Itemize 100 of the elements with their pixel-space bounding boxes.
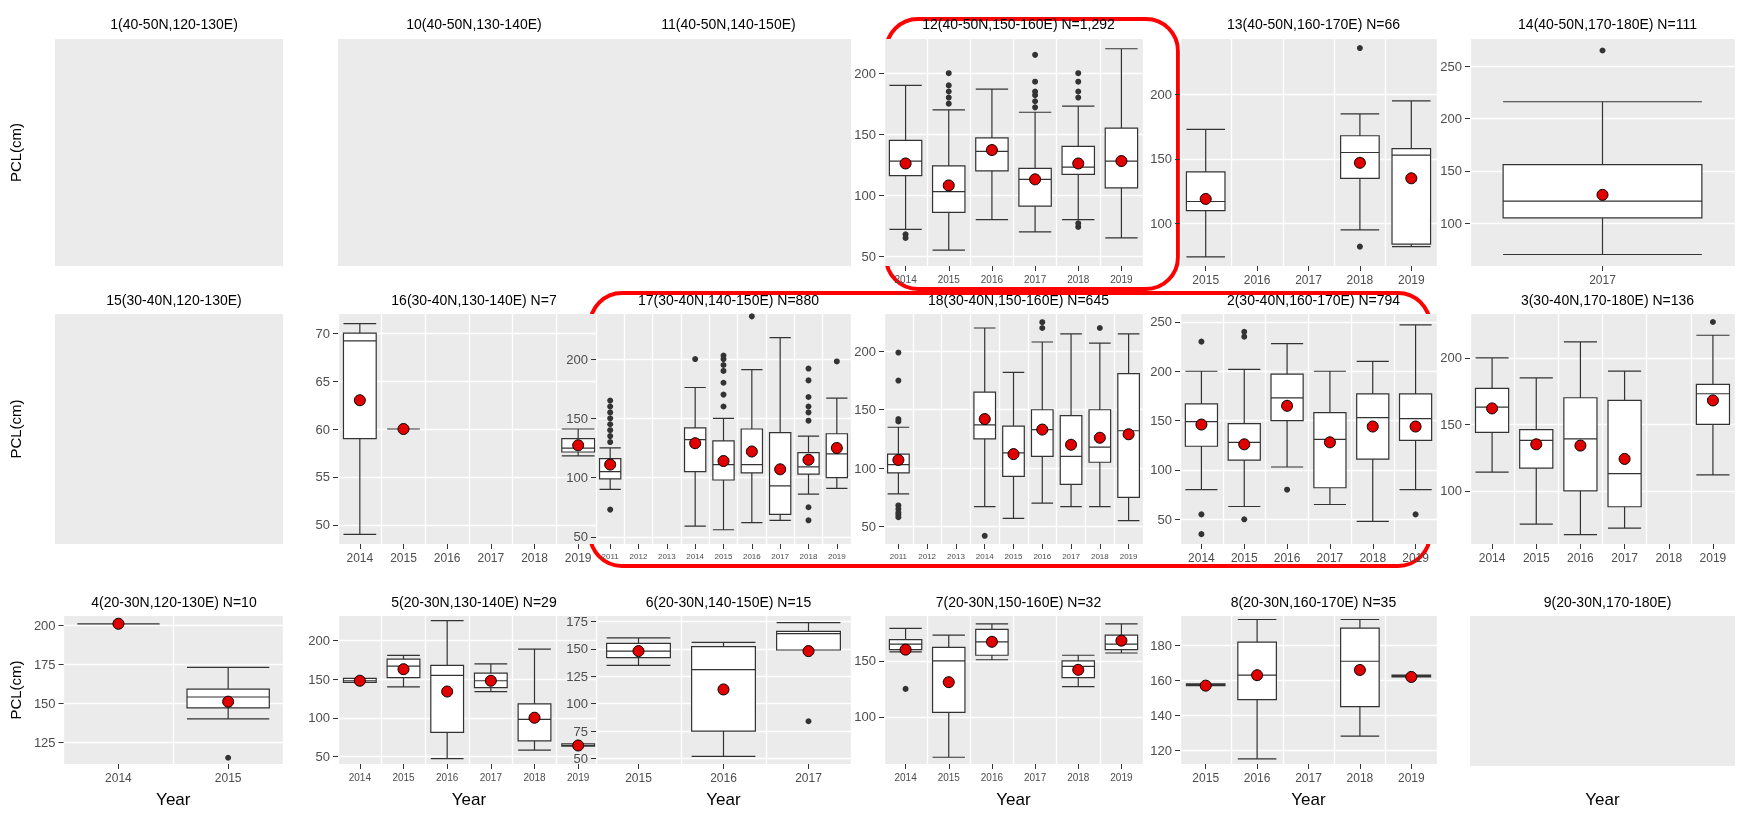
y-tick-label: 50 [861, 248, 876, 264]
x-tick-label: 2019 [567, 771, 590, 783]
x-tick-label: 2018 [1346, 273, 1374, 287]
chart-title: 13(40-50N,160-170E) N=66 [1226, 16, 1401, 32]
x-tick-label: 2018 [523, 771, 547, 783]
x-tick-label: 2016 [1273, 551, 1301, 565]
y-tick-label: 150 [566, 410, 588, 426]
y-tick-label: 200 [1440, 111, 1462, 126]
x-tick-label: 2019 [1397, 273, 1425, 287]
x-tick-label: 2018 [1346, 771, 1374, 785]
x-tick-label: 2015 [937, 771, 961, 783]
y-tick-label: 100 [1440, 215, 1462, 231]
x-tick-label: 2011 [601, 551, 620, 561]
y-tick-label: 100 [854, 460, 876, 476]
x-tick-label: 2015 [1192, 273, 1220, 287]
text: Year [1585, 790, 1621, 809]
y-tick-label: 250 [1440, 58, 1462, 74]
x-tick-label: 2017 [1295, 771, 1323, 785]
x-tick-label: 2016 [436, 771, 459, 783]
y-tick-label: 50 [315, 517, 330, 533]
chart-title: 12(40-50N,150-160E) N=1,292 [922, 16, 1116, 32]
x-tick-label: 2015 [625, 771, 653, 785]
x-tick-label: 2018 [521, 551, 549, 565]
x-tick-label: 2012 [629, 551, 648, 561]
y-tick-label: 100 [1150, 215, 1172, 231]
x-tick-label: 2016 [1567, 551, 1595, 565]
x-tick-label: 2019 [1110, 771, 1133, 783]
y-tick-label: 200 [566, 351, 588, 367]
y-tick-label: 150 [854, 402, 876, 418]
chart-title: 16(30-40N,130-140E) N=7 [391, 292, 557, 308]
chart-title: 5(20-30N,130-140E) N=29 [391, 594, 557, 610]
x-tick-label: 2012 [918, 551, 937, 561]
x-tick-label: 2019 [1110, 273, 1133, 285]
x-axis-title: Year [996, 790, 1032, 809]
x-tick-label: 2017 [1023, 771, 1047, 783]
chart-title: 4(20-30N,120-130E) N=10 [91, 594, 257, 610]
x-tick-label: 2016 [710, 771, 738, 785]
y-tick-label: 150 [1150, 413, 1172, 429]
y-tick-label: 50 [573, 751, 588, 767]
x-tick-label: 2014 [1188, 551, 1216, 565]
x-tick-label: 2018 [1359, 551, 1387, 565]
y-tick-label: 150 [854, 126, 876, 142]
x-axis-title: Year [451, 790, 487, 809]
y-tick-label: 150 [566, 641, 588, 657]
text: 15(30-40N,120-130E) [106, 292, 242, 308]
y-tick-label: 50 [573, 529, 588, 545]
x-axis-title: Year [156, 790, 191, 809]
x-tick-label: 2018 [799, 551, 818, 561]
x-tick-label: 2013 [657, 551, 677, 561]
y-tick-label: 100 [566, 696, 588, 712]
x-tick-label: 2015 [390, 551, 418, 565]
text: 9(20-30N,170-180E) [1543, 594, 1672, 610]
y-tick-label: 150 [854, 653, 876, 669]
x-tick-label: 2017 [1023, 273, 1047, 285]
y-tick-label: 55 [315, 469, 330, 485]
y-tick-label: 150 [308, 671, 330, 687]
y-tick-label: 100 [308, 710, 330, 726]
y-tick-label: 100 [1440, 483, 1462, 499]
x-axis-title: Year [1291, 790, 1327, 809]
x-tick-label: 2014 [346, 551, 374, 565]
x-tick-label: 2017 [479, 771, 503, 783]
chart-title: 6(20-30N,140-150E) N=15 [645, 594, 812, 610]
y-tick-label: 75 [573, 723, 588, 739]
chart-title: 2(30-40N,160-170E) N=794 [1226, 292, 1401, 308]
chart-title: 14(40-50N,170-180E) N=111 [1518, 16, 1698, 32]
x-tick-label: 2015 [937, 273, 961, 285]
x-tick-label: 2017 [771, 551, 790, 561]
x-tick-label: 2011 [889, 551, 908, 561]
text: 11(40-50N,140-150E) [661, 16, 796, 32]
y-axis-title: PCL(cm) [7, 660, 24, 720]
x-tick-label: 2013 [947, 551, 966, 561]
x-tick-label: 2014 [1478, 551, 1506, 565]
y-tick-label: 160 [1150, 672, 1172, 688]
x-tick-label: 2016 [433, 551, 461, 565]
x-tick-label: 2016 [1243, 273, 1271, 287]
x-tick-label: 2015 [1192, 771, 1220, 785]
y-tick-label: 200 [308, 633, 330, 649]
x-tick-label: 2017 [1062, 551, 1081, 561]
y-tick-label: 180 [1150, 638, 1172, 654]
x-tick-label: 2017 [1316, 551, 1344, 565]
x-tick-label: 2016 [980, 273, 1004, 285]
y-tick-label: 150 [33, 695, 56, 711]
x-tick-label: 2015 [1522, 551, 1550, 565]
x-tick-label: 2019 [1699, 551, 1727, 565]
x-tick-label: 2018 [1655, 551, 1683, 565]
y-tick-label: 200 [1150, 363, 1172, 379]
x-tick-label: 2014 [894, 771, 918, 783]
y-tick-label: 200 [1150, 86, 1172, 102]
x-tick-label: 2017 [1589, 273, 1617, 287]
x-tick-label: 2017 [795, 771, 823, 785]
x-tick-label: 2015 [1230, 551, 1258, 565]
y-tick-label: 50 [315, 748, 330, 764]
y-tick-label: 125 [33, 734, 56, 750]
y-tick-label: 150 [1440, 163, 1462, 179]
chart-title: 17(30-40N,140-150E) N=880 [638, 292, 820, 308]
x-tick-label: 2017 [1295, 273, 1323, 287]
x-tick-label: 2014 [105, 771, 133, 785]
chart-title: 18(30-40N,150-160E) N=645 [928, 292, 1110, 308]
y-tick-label: 50 [1157, 511, 1172, 527]
text: 10(40-50N,130-140E) [406, 16, 542, 32]
